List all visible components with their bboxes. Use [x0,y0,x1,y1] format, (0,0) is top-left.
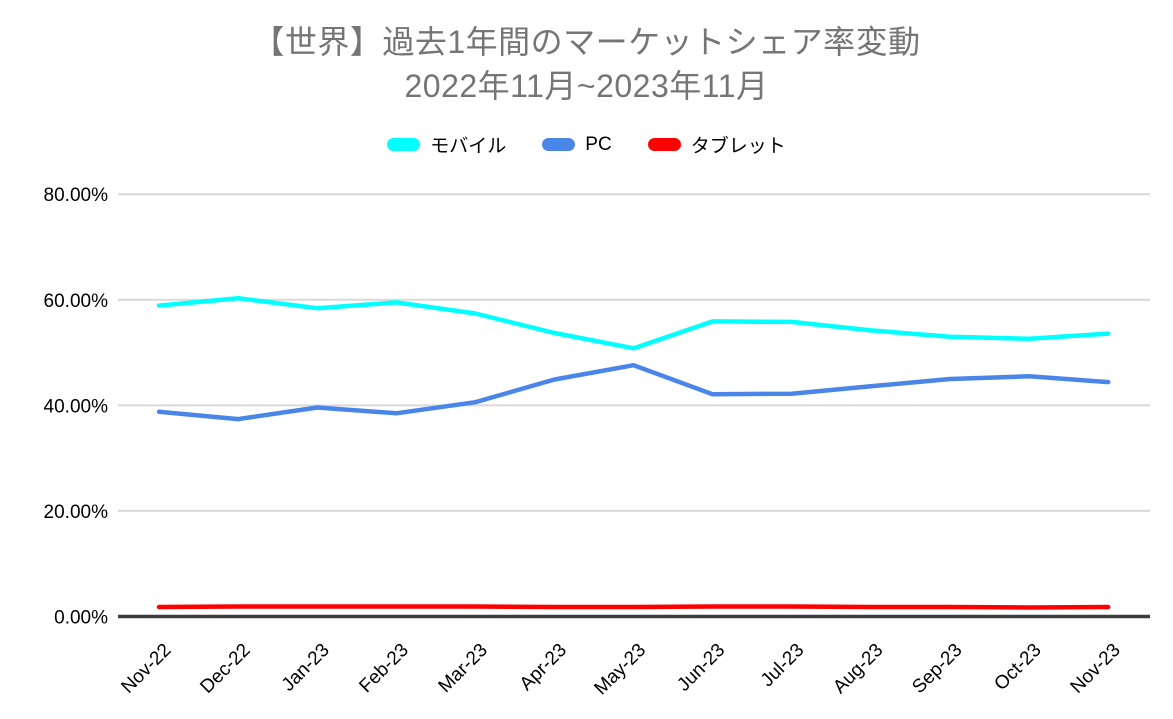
chart-title: 【世界】過去1年間のマーケットシェア率変動 2022年11月~2023年11月 [0,20,1173,108]
chart-title-line2: 2022年11月~2023年11月 [404,68,769,104]
legend-label: PC [585,133,612,155]
x-axis-tick-label: Feb-23 [355,640,412,697]
legend: モバイル PC タブレット [0,131,1173,158]
x-axis-tick-label: Jul-23 [757,640,808,691]
x-axis-tick-label: Dec-22 [196,640,254,698]
legend-item-mobile: モバイル [387,131,506,158]
legend-swatch-mobile [387,138,421,151]
x-axis-tick-label: Nov-23 [1067,640,1125,698]
series-line-pc [156,362,1111,422]
legend-swatch-pc [542,138,576,151]
legend-swatch-tablet [647,138,681,151]
series-line-mobile [156,295,1111,351]
x-axis-tick-label: Oct-23 [990,640,1045,695]
y-axis-tick-label: 0.00% [54,608,108,629]
y-axis-tick-label: 20.00% [44,502,109,523]
x-axis-tick-label: Nov-22 [117,640,175,698]
legend-label: タブレット [690,136,786,157]
x-axis-tick-label: Sep-23 [908,640,966,698]
x-axis-tick-label: Mar-23 [435,640,492,697]
y-axis-tick-label: 80.00% [44,185,109,206]
x-axis-tick-label: Apr-23 [516,640,571,695]
legend-item-pc: PC [542,133,612,156]
x-axis-tick-label: Aug-23 [829,640,887,698]
x-axis-tick-label: May-23 [590,640,650,700]
y-axis-tick-label: 40.00% [44,396,109,417]
series-line-tablet [156,604,1111,610]
y-axis-tick-label: 60.00% [44,291,109,312]
legend-item-tablet: タブレット [647,131,786,158]
legend-label: モバイル [430,136,507,157]
chart-title-line1: 【世界】過去1年間のマーケットシェア率変動 [252,24,921,60]
x-axis-tick-label: Jan-23 [278,640,334,696]
x-axis-tick-label: Jun-23 [673,640,729,696]
